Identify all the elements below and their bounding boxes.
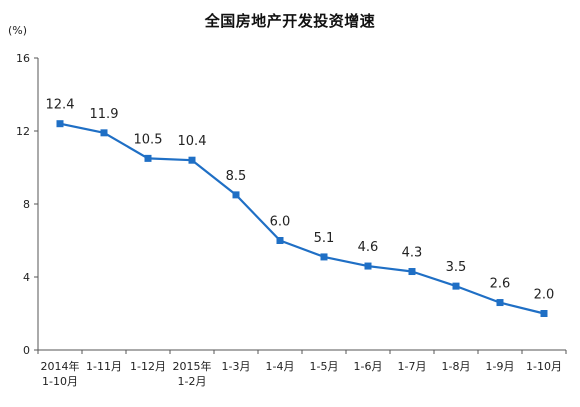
x-tick-label: 1-11月 xyxy=(86,360,122,373)
data-point-marker xyxy=(232,191,240,199)
chart-title: 全国房地产开发投资增速 xyxy=(204,12,376,30)
x-tick-label: 1-5月 xyxy=(310,360,339,373)
data-point-marker xyxy=(100,129,108,137)
x-tick-label: 1-10月 xyxy=(526,360,562,373)
data-value-label: 11.9 xyxy=(90,107,119,122)
data-point-marker xyxy=(540,310,548,317)
marker-group xyxy=(56,120,548,317)
data-value-label: 3.5 xyxy=(446,260,467,275)
data-value-label: 10.5 xyxy=(134,132,163,147)
data-value-label: 10.4 xyxy=(178,134,207,149)
data-point-marker xyxy=(320,253,328,261)
y-axis-unit-label: (%) xyxy=(8,24,27,37)
data-point-marker xyxy=(364,262,372,270)
data-point-marker xyxy=(188,156,196,164)
y-tick-label-group: 0 4 8 12 16 (%) xyxy=(8,24,38,357)
series-line-group xyxy=(59,122,545,315)
x-tick-label: 1-12月 xyxy=(130,360,166,373)
data-label-group: 12.4 11.9 10.5 10.4 8.5 6.0 5.1 4.6 4.3 3.5 2.6 2.0 xyxy=(46,98,555,303)
data-point-marker xyxy=(276,237,284,244)
data-value-label: 12.4 xyxy=(46,98,75,113)
data-value-label: 2.0 xyxy=(534,288,555,303)
y-tick-label: 12 xyxy=(16,125,30,138)
data-point-marker xyxy=(144,154,152,162)
axes-group xyxy=(37,58,566,351)
data-point-marker xyxy=(408,268,416,276)
series-line xyxy=(59,122,545,315)
data-value-label: 4.3 xyxy=(402,246,423,261)
y-tick-label: 16 xyxy=(16,52,30,65)
data-value-label: 8.5 xyxy=(226,169,247,184)
data-value-label: 6.0 xyxy=(270,215,291,230)
x-tick-label: 2014年 1-10月 xyxy=(41,359,80,388)
x-tick-label: 1-6月 xyxy=(354,360,383,373)
data-value-label: 4.6 xyxy=(358,240,379,255)
x-tick-label: 1-3月 xyxy=(222,360,251,373)
y-tick-label: 4 xyxy=(23,271,30,284)
data-point-marker xyxy=(56,120,64,128)
x-tick-label-group: 2014年 1-10月 1-11月 1-12月 2015年 1-2月 1-3月 1-4月 1-5… xyxy=(37,350,567,388)
data-value-label: 5.1 xyxy=(314,231,335,246)
data-value-label: 2.6 xyxy=(490,277,511,292)
data-point-marker xyxy=(452,282,460,290)
x-tick-label: 2015年 1-2月 xyxy=(173,359,212,388)
y-tick-label: 0 xyxy=(23,344,30,357)
x-tick-label: 1-9月 xyxy=(486,360,515,373)
data-point-marker xyxy=(496,299,504,307)
y-tick-label: 8 xyxy=(23,198,30,211)
x-tick-label: 1-7月 xyxy=(398,360,427,373)
x-tick-label: 1-4月 xyxy=(266,360,295,373)
x-tick-label: 1-8月 xyxy=(442,360,471,373)
